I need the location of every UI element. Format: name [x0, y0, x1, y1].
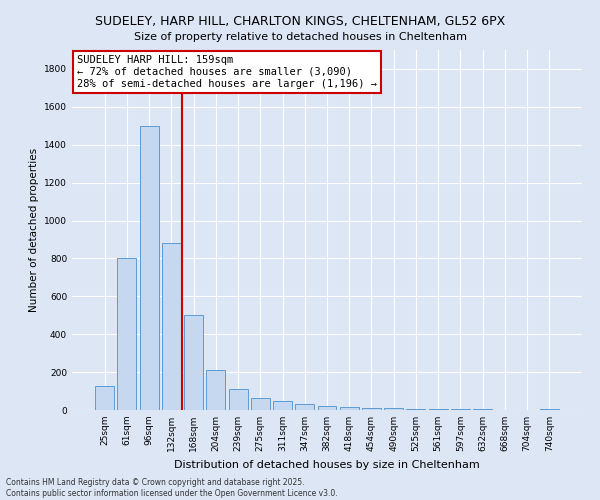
Bar: [429, 409, 448, 410]
Bar: [206, 370, 225, 410]
Bar: [451, 409, 470, 410]
Bar: [184, 316, 203, 410]
Bar: [340, 407, 359, 410]
Bar: [229, 389, 248, 410]
Bar: [384, 408, 403, 410]
Bar: [251, 398, 270, 410]
Text: Size of property relative to detached houses in Cheltenham: Size of property relative to detached ho…: [133, 32, 467, 42]
Bar: [118, 258, 136, 410]
Bar: [95, 386, 114, 410]
Bar: [295, 404, 314, 410]
Bar: [540, 409, 559, 410]
Text: SUDELEY HARP HILL: 159sqm
← 72% of detached houses are smaller (3,090)
28% of se: SUDELEY HARP HILL: 159sqm ← 72% of detac…: [77, 56, 377, 88]
Bar: [273, 402, 292, 410]
Text: SUDELEY, HARP HILL, CHARLTON KINGS, CHELTENHAM, GL52 6PX: SUDELEY, HARP HILL, CHARLTON KINGS, CHEL…: [95, 15, 505, 28]
Bar: [140, 126, 158, 410]
Bar: [362, 408, 381, 410]
Text: Contains HM Land Registry data © Crown copyright and database right 2025.
Contai: Contains HM Land Registry data © Crown c…: [6, 478, 338, 498]
Bar: [162, 244, 181, 410]
Bar: [406, 409, 425, 410]
Bar: [317, 406, 337, 410]
X-axis label: Distribution of detached houses by size in Cheltenham: Distribution of detached houses by size …: [174, 460, 480, 469]
Y-axis label: Number of detached properties: Number of detached properties: [29, 148, 38, 312]
